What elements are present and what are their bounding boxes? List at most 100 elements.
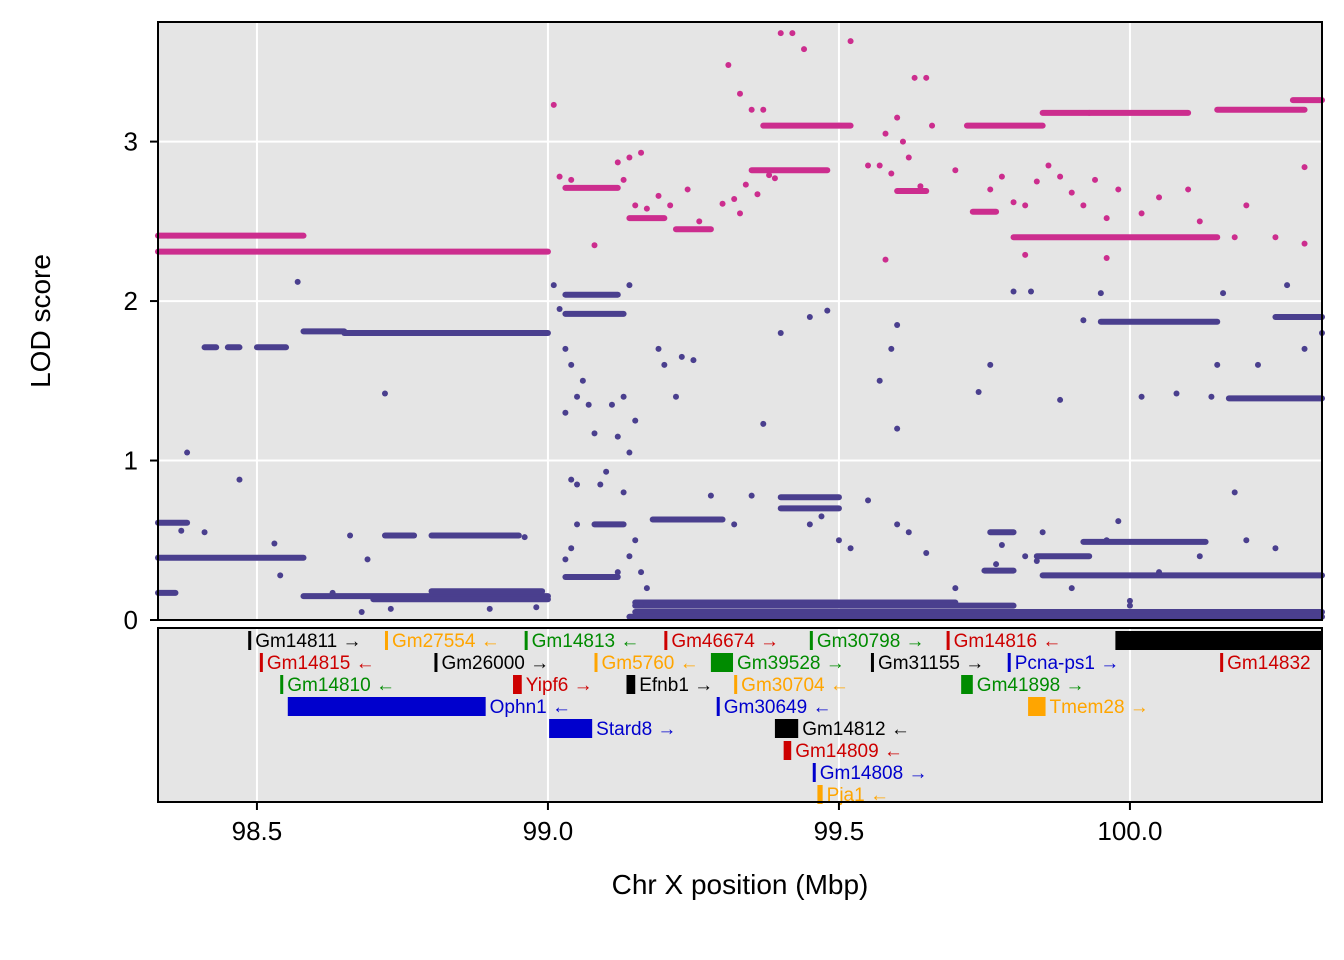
lod-point	[911, 74, 918, 81]
lod-point	[952, 585, 959, 592]
gene: Gm27554 ←	[384, 631, 500, 652]
lod-point	[847, 545, 854, 552]
gene-body	[809, 631, 813, 650]
gene-body	[734, 675, 738, 694]
gene-label: Ophn1 ←	[490, 697, 571, 718]
lod-point	[603, 468, 610, 475]
lod-point	[1272, 234, 1279, 241]
gene-body	[280, 675, 284, 694]
gene-body	[1115, 631, 1322, 650]
gene-body	[287, 697, 486, 716]
lod-point	[562, 345, 569, 352]
lod-point	[894, 425, 901, 432]
gene-body	[248, 631, 252, 650]
lod-point	[1057, 396, 1064, 403]
lod-point	[865, 162, 872, 169]
gene-body	[817, 785, 823, 804]
gene-label: Gm39528 →	[737, 653, 845, 674]
gene-body	[961, 675, 973, 694]
lod-point	[876, 162, 883, 169]
lod-point	[1156, 569, 1163, 576]
lod-point	[771, 175, 778, 182]
gene: Gm14832	[1220, 653, 1311, 674]
gene-label: Gm26000 →	[441, 653, 549, 674]
lod-point	[835, 122, 842, 129]
gene-body	[774, 719, 799, 738]
lod-point	[894, 114, 901, 121]
lod-point	[754, 191, 761, 198]
scatter-panel	[155, 21, 1325, 621]
gene-grid-lines	[255, 628, 1131, 802]
gene-label: Yipf6 →	[526, 675, 593, 696]
lod-point	[1301, 345, 1308, 352]
lod-point	[1092, 176, 1099, 183]
lod-point	[731, 196, 738, 203]
gene-body	[513, 675, 522, 694]
gene-body	[1007, 653, 1011, 672]
x-tick-label: 99.5	[814, 816, 865, 846]
x-tick-label: 99.0	[523, 816, 574, 846]
lod-point	[1068, 585, 1075, 592]
gene-label: Pja1 ←	[827, 785, 889, 806]
gene-body	[259, 653, 263, 672]
lod-point	[632, 202, 639, 209]
lod-point	[672, 393, 679, 400]
lod-point	[1103, 255, 1110, 262]
lod-point	[387, 605, 394, 612]
lod-series-layer	[155, 30, 1325, 620]
gene-label: Gm30649 ←	[724, 697, 832, 718]
lod-point	[1254, 361, 1261, 368]
gene-label: Gm14809 ←	[795, 741, 903, 762]
lod-point	[1022, 251, 1029, 258]
gene-body	[870, 653, 874, 672]
gene: Gm31155 →	[870, 653, 984, 674]
gene-body	[1028, 697, 1046, 716]
y-axis-title: LOD score	[25, 254, 56, 388]
lod-point	[1103, 215, 1110, 222]
lod-point	[777, 30, 784, 37]
lod-point	[777, 329, 784, 336]
gene-body	[812, 763, 816, 782]
lod-point	[486, 605, 493, 612]
lod-point	[1097, 290, 1104, 297]
series-1	[155, 30, 1325, 263]
lod-point	[1185, 186, 1192, 193]
lod-point	[737, 210, 743, 217]
gene: Tmem28 →	[1028, 697, 1149, 718]
lod-point	[690, 357, 697, 364]
lod-point	[899, 138, 906, 145]
lod-point	[1196, 553, 1203, 560]
lod-point	[381, 390, 388, 397]
lod-point	[620, 489, 627, 496]
lod-point	[271, 540, 278, 547]
lod-point	[894, 321, 901, 328]
lod-point	[614, 159, 621, 166]
gene: Pcna-ps1 →	[1007, 653, 1119, 674]
gene-label: Gm14813 ←	[532, 631, 640, 652]
lod-point	[626, 282, 633, 289]
lod-point	[1214, 361, 1221, 368]
lod-point	[574, 521, 581, 528]
lod-point	[1301, 240, 1308, 247]
lod-point	[707, 492, 714, 499]
lod-point	[184, 449, 191, 456]
lod-point	[760, 420, 767, 427]
lod-point	[277, 572, 284, 579]
lod-point	[993, 561, 1000, 568]
gene-label: Efnb1 →	[639, 675, 713, 696]
lod-point	[684, 186, 691, 193]
gene-body	[434, 653, 438, 672]
gene: Gm14816 ←	[946, 631, 1061, 652]
lod-point	[597, 481, 604, 488]
gene: Gm46674 →	[664, 631, 779, 652]
lod-point	[1103, 537, 1110, 544]
lod-point	[923, 550, 930, 557]
gene-label: Gm14832	[1227, 653, 1310, 674]
y-tick-label: 3	[124, 127, 138, 157]
lod-point	[1033, 557, 1040, 564]
gene-body	[710, 653, 734, 672]
lod-point	[614, 433, 621, 440]
lod-point	[591, 430, 598, 437]
lod-point	[987, 186, 994, 193]
